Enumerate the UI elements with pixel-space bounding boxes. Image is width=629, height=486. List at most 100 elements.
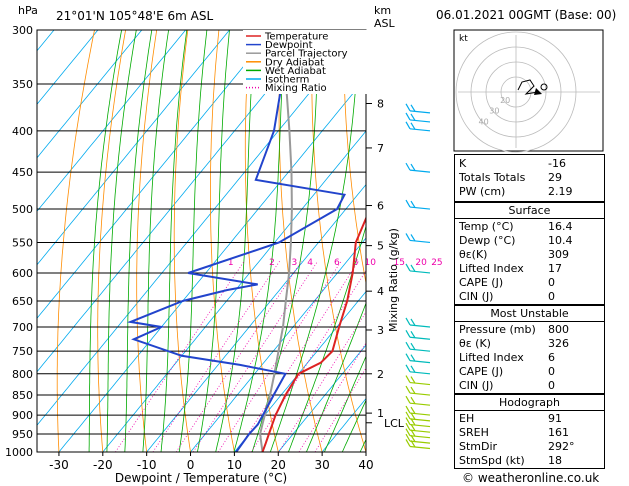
isotherm-line [37,30,318,373]
surface-panel: Surface Temp (°C) 16.4 Dewp (°C) 10.4 θε(K… [454,202,605,305]
wet-adiabat-line [269,30,360,452]
mixing-ratio-line [250,270,366,452]
hodograph-unit: kt [459,34,468,44]
wind-barb [409,169,431,173]
wind-barb-flag [405,364,411,373]
km-tick-label: 6 [377,200,384,213]
wet-adiabat-line [323,355,366,452]
legend-box [243,30,371,94]
x-tick-label: 40 [358,458,373,472]
hodo-row: StmSpd (kt) 18 [459,454,562,467]
wind-barb-flag [405,341,411,350]
pressure-tick-label: 450 [12,166,33,179]
hodo-row: StmDir 292° [459,440,575,453]
mixing-ratio-label: 2 [269,258,275,268]
asl-unit-label: ASL [374,17,395,30]
wind-barb-flag [405,121,411,130]
wind-barb [409,429,431,433]
dewpoint-line [126,30,347,452]
temperature-line [261,215,366,452]
wind-barb-flag [410,264,416,272]
wind-barb-flag [405,329,411,338]
x-tick-label: 20 [271,458,286,472]
km-tick-label: 4 [377,285,384,298]
wind-barb-flag [405,395,411,404]
wind-barb-flag [405,375,411,383]
mixing-ratio-label: 25 [431,258,442,268]
hodograph-ring-label: 30 [489,107,499,116]
wind-barb [409,348,431,352]
surface-row: Lifted Index 17 [459,262,562,275]
wind-barb-flag [405,162,411,171]
x-tick-label: 10 [227,458,242,472]
surface-row: Dewp (°C) 10.4 [459,234,573,247]
mixing-ratio-labels: 1 2 3 4 6 8 10 15 20 25 [228,258,443,268]
legend-label: Dry Adiabat [265,57,324,68]
wind-barb [409,445,431,450]
pressure-tick-label: 300 [12,24,33,37]
pressure-tick-label: 1000 [5,446,33,459]
wind-barb-flag [410,365,416,373]
surface-title: Surface [508,204,551,217]
surface-row: Temp (°C) 16.4 [459,220,573,233]
wind-barb-flag [410,104,416,112]
mixing-ratio-label: 20 [415,258,427,268]
legend-label: Mixing Ratio [265,83,327,94]
index-row-totals: Totals Totals 29 [459,171,562,184]
isotherm-line [37,30,143,159]
hodograph-ring-label: 40 [479,117,489,126]
wind-barb-flag [405,199,411,208]
wet-adiabat-line [88,30,123,452]
x-axis-label: Dewpoint / Temperature (°C) [115,471,287,485]
background-lines [37,30,366,452]
hodo-row: EH 91 [459,412,562,425]
most-unstable-title: Most Unstable [490,307,569,320]
wind-barb-flag [410,386,416,394]
wind-barb [409,435,431,439]
wind-barb [409,423,431,428]
pressure-tick-label: 850 [12,389,33,402]
pressure-tick-label: 650 [12,295,33,308]
wet-adiabat-line [251,30,320,452]
wind-barb-flag [410,342,416,350]
wind-barb-flag [405,405,411,414]
mu-row: θε (K) 326 [459,337,569,350]
isotherm-line [37,30,187,212]
km-unit-label: km [374,4,392,17]
wind-barb [409,402,431,406]
wind-barb [409,119,431,123]
mixing-ratio-line [298,342,366,452]
wind-barb-flag [410,418,416,426]
dry-adiabat-line [342,30,366,285]
wet-adiabat-line [215,30,256,452]
wind-barb [409,128,431,132]
isotherm-line [277,344,366,452]
footer-credit: © weatheronline.co.uk [462,471,600,485]
wind-barb-flag [410,412,416,420]
storm-marker [540,83,548,91]
index-row-k: K -16 [459,157,566,170]
dry-adiabat-line [173,30,191,452]
wet-adiabat-line [233,30,286,452]
mixing-ratio-label: 15 [393,258,404,268]
mixing-ratio-label: 10 [365,258,377,268]
hodograph-ring-label: 20 [500,96,510,105]
pressure-tick-label: 600 [12,267,33,280]
pressure-tick-label: 950 [12,428,33,441]
wind-barb-flag [405,112,411,121]
wind-barb-flag [405,439,411,447]
wind-barb [409,360,431,364]
wind-barb-flag [405,317,411,326]
km-tick-label: 1 [377,407,384,420]
wind-barb [409,206,431,210]
dry-adiabat-line [56,30,95,452]
surface-row: θε(K) 309 [459,248,569,261]
isotherm-line [37,30,231,266]
most-unstable-panel: Most Unstable Pressure (mb) 800 θε (K) 326… [454,305,605,394]
storm-motion-marker [534,88,542,95]
mixing-ratio-line [236,260,359,452]
datetime-title: 06.01.2021 00GMT (Base: 00) [436,8,617,22]
dry-adiabat-line [278,30,323,452]
km-tick-label: 5 [377,240,384,253]
mixing-ratio-label: 6 [334,258,340,268]
